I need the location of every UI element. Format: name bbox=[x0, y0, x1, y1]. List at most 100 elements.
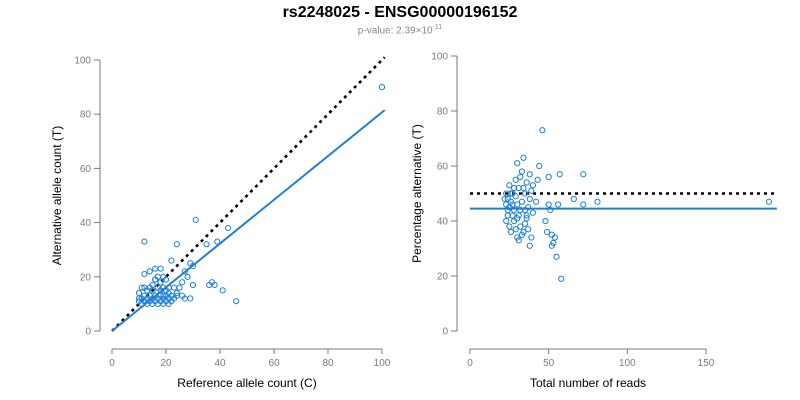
plot1-y-tick-label: 40 bbox=[80, 218, 92, 229]
plot1-data-point bbox=[233, 298, 240, 305]
plot2-x-axis-label: Total number of reads bbox=[530, 376, 646, 390]
plot2-data-point bbox=[542, 217, 549, 225]
plot1-y-axis-label: Alternative allele count (T) bbox=[50, 126, 64, 265]
plot2-data-point bbox=[539, 127, 546, 134]
plot2-data-point bbox=[501, 195, 508, 203]
plot1-y-axis: 0 20 40 60 80 100 bbox=[74, 56, 101, 338]
plot2-data-point bbox=[536, 162, 543, 170]
plot2-data-point bbox=[512, 193, 519, 200]
plot1-panel: 0 20 40 60 80 100 0 20 40 60 80 100 Reference allele… bbox=[50, 56, 391, 391]
plot2-x-tick-label: 150 bbox=[698, 358, 715, 369]
plot1-y-tick-label: 80 bbox=[80, 110, 92, 121]
plot1-x-tick-label: 60 bbox=[268, 358, 280, 369]
plot1-x-tick-label: 40 bbox=[214, 358, 226, 369]
plot2-x-axis: 0 50 100 150 bbox=[467, 348, 715, 369]
plot2-data-point bbox=[517, 173, 524, 181]
plot1-x-tick-label: 20 bbox=[160, 358, 172, 369]
plot1-fit-line bbox=[111, 109, 386, 332]
plot1-data-point bbox=[219, 287, 226, 294]
plot2-data-point bbox=[504, 195, 511, 203]
plot2-data-point bbox=[545, 173, 552, 181]
plot2-data-point bbox=[570, 195, 577, 203]
plot1-data-point bbox=[135, 295, 143, 302]
plot2-data-point bbox=[503, 217, 510, 225]
plot1-data-point bbox=[152, 276, 159, 283]
chart-subtitle: p-value: 2.39×10-11 bbox=[0, 24, 800, 36]
plot1-data-point bbox=[135, 289, 143, 297]
plot2-y-tick-label: 20 bbox=[437, 272, 449, 283]
plot2-data-point bbox=[547, 206, 554, 214]
plot1-data-point bbox=[160, 292, 167, 299]
plot2-data-point bbox=[556, 171, 563, 178]
plot2-data-point bbox=[506, 182, 513, 189]
plot1-data-point bbox=[165, 300, 172, 307]
plot2-x-tick-label: 50 bbox=[543, 358, 555, 369]
plot1-data-point bbox=[168, 257, 175, 264]
plot2-data-point bbox=[526, 242, 533, 249]
p-value-exponent: -11 bbox=[432, 24, 443, 31]
plot1-x-axis-label: Reference allele count (C) bbox=[177, 376, 316, 390]
plot2-data-point bbox=[525, 204, 532, 211]
plot1-data-point bbox=[225, 224, 232, 232]
plot1-data-point bbox=[157, 279, 164, 286]
plot1-data-point bbox=[214, 238, 221, 245]
plot2-data-point bbox=[514, 160, 521, 167]
plot2-data-point bbox=[515, 237, 522, 244]
plot2-data-point bbox=[520, 184, 527, 192]
plot2-data-point bbox=[512, 176, 519, 183]
plot1-data-point bbox=[152, 265, 159, 272]
plot1-data-point bbox=[181, 268, 188, 275]
plot1-x-axis: 0 20 40 60 80 100 bbox=[109, 348, 391, 369]
plot1-x-tick-label: 80 bbox=[322, 358, 334, 369]
plot2-data-point bbox=[523, 215, 530, 222]
plot1-y-tick-label: 60 bbox=[80, 164, 92, 175]
plot2-data-point bbox=[507, 228, 515, 236]
p-value-text: p-value: 2.39×10 bbox=[357, 25, 433, 37]
plot2-data-point bbox=[534, 176, 541, 183]
plot2-data-point bbox=[545, 201, 552, 208]
plot2-data-point bbox=[521, 190, 529, 197]
plot2-data-point bbox=[526, 195, 533, 203]
plot1-data-point bbox=[206, 281, 213, 289]
plot2-data-point bbox=[529, 209, 537, 216]
plot2-data-point bbox=[528, 187, 535, 194]
plot1-data-point bbox=[187, 295, 194, 302]
plot1-y-tick-label: 100 bbox=[74, 56, 91, 67]
plot1-y-tick-label: 0 bbox=[85, 327, 91, 338]
plot2-points bbox=[501, 127, 773, 282]
plot1-data-point bbox=[138, 284, 145, 291]
plot1-data-point bbox=[141, 238, 148, 245]
plot2-y-axis: 0 20 40 60 80 100 bbox=[431, 52, 458, 338]
plot2-data-point bbox=[518, 198, 526, 205]
chart-title: rs2248025 - ENSG00000196152 bbox=[282, 4, 518, 21]
plot2-data-point bbox=[558, 275, 565, 282]
plot1-data-point bbox=[165, 289, 172, 297]
plot2-data-point bbox=[528, 234, 535, 241]
plot1-data-point bbox=[203, 241, 210, 248]
plot2-data-point bbox=[525, 226, 532, 233]
plot2-y-tick-label: 60 bbox=[437, 162, 449, 173]
plot2-x-tick-label: 0 bbox=[467, 358, 473, 369]
plot2-data-point bbox=[529, 182, 537, 189]
plot2-y-axis-label: Percentage alternative (T) bbox=[410, 124, 424, 263]
plot2-data-point bbox=[509, 212, 516, 219]
plot2-data-point bbox=[510, 184, 518, 192]
plot1-data-point bbox=[189, 262, 197, 270]
plot2-data-point bbox=[503, 201, 510, 208]
plot1-reference-line bbox=[111, 56, 386, 332]
plot2-data-point bbox=[532, 198, 540, 205]
plot1-data-point bbox=[176, 284, 183, 291]
plot1-data-point bbox=[157, 265, 164, 272]
plot2-data-point bbox=[580, 201, 587, 208]
plot2-panel: 0 20 40 60 80 100 0 50 100 150 Total number of rea… bbox=[410, 52, 777, 390]
plot1-data-point bbox=[171, 284, 178, 291]
plot2-data-point bbox=[517, 206, 524, 214]
plot1-x-tick-label: 100 bbox=[374, 358, 391, 369]
plot2-data-point bbox=[518, 168, 526, 175]
plot1-data-point bbox=[173, 289, 180, 297]
plot1-data-point bbox=[184, 273, 191, 280]
plot1-data-point bbox=[144, 287, 151, 294]
plot2-data-point bbox=[509, 201, 516, 208]
plot1-data-point bbox=[192, 216, 199, 223]
